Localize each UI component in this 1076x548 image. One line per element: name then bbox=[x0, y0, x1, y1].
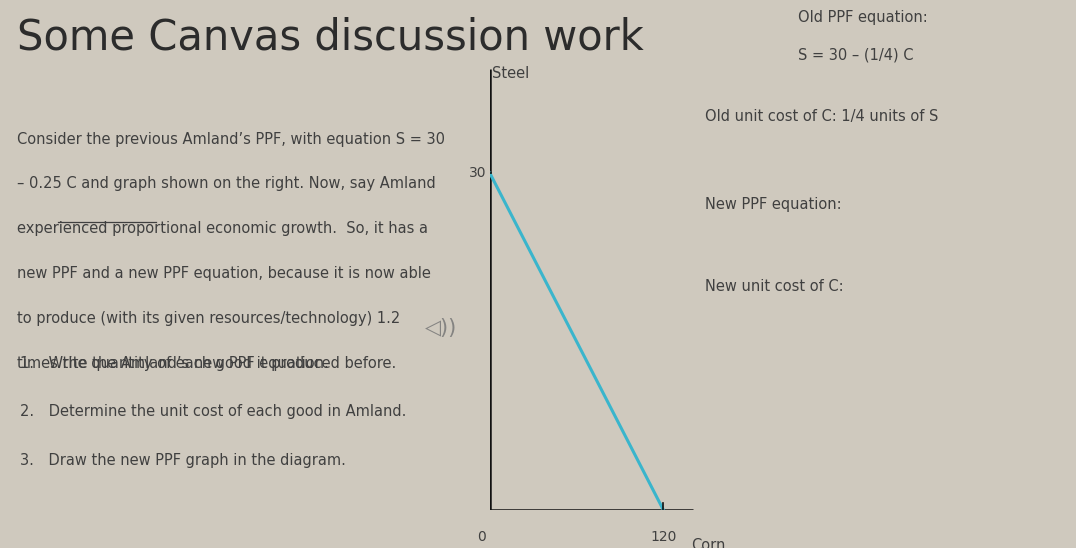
Text: 0: 0 bbox=[478, 530, 486, 544]
Text: 1. Write the Amland’s new PPF equation.: 1. Write the Amland’s new PPF equation. bbox=[19, 356, 328, 371]
Text: 3. Draw the new PPF graph in the diagram.: 3. Draw the new PPF graph in the diagram… bbox=[19, 453, 345, 467]
Text: experienced proportional economic growth.  So, it has a: experienced proportional economic growth… bbox=[17, 221, 428, 236]
Text: ◁)): ◁)) bbox=[425, 318, 457, 338]
Text: Steel: Steel bbox=[493, 66, 529, 81]
Text: – 0.25 C and graph shown on the right. Now, say Amland: – 0.25 C and graph shown on the right. N… bbox=[17, 176, 436, 191]
Text: 2. Determine the unit cost of each good in Amland.: 2. Determine the unit cost of each good … bbox=[19, 404, 406, 419]
Text: to produce (with its given resources/technology) 1.2: to produce (with its given resources/tec… bbox=[17, 311, 400, 326]
Text: new PPF and a new PPF equation, because it is now able: new PPF and a new PPF equation, because … bbox=[17, 266, 430, 281]
Text: Corn: Corn bbox=[691, 538, 725, 548]
Text: times the quantity of each good it produced before.: times the quantity of each good it produ… bbox=[17, 356, 396, 371]
Text: 120: 120 bbox=[650, 530, 677, 544]
Text: 30: 30 bbox=[468, 165, 486, 180]
Text: S = 30 – (1/4) C: S = 30 – (1/4) C bbox=[797, 48, 914, 62]
Text: Old unit cost of C: 1/4 units of S: Old unit cost of C: 1/4 units of S bbox=[705, 109, 938, 124]
Text: Old PPF equation:: Old PPF equation: bbox=[797, 10, 928, 25]
Text: Consider the previous Amland’s PPF, with equation S = 30: Consider the previous Amland’s PPF, with… bbox=[17, 132, 444, 146]
Text: New PPF equation:: New PPF equation: bbox=[705, 197, 841, 212]
Text: Some Canvas discussion work: Some Canvas discussion work bbox=[17, 16, 643, 59]
Text: New unit cost of C:: New unit cost of C: bbox=[705, 278, 844, 294]
